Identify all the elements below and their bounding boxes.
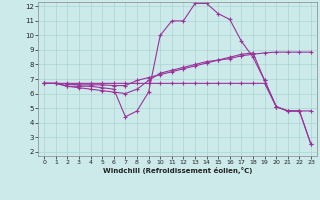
X-axis label: Windchill (Refroidissement éolien,°C): Windchill (Refroidissement éolien,°C) <box>103 167 252 174</box>
